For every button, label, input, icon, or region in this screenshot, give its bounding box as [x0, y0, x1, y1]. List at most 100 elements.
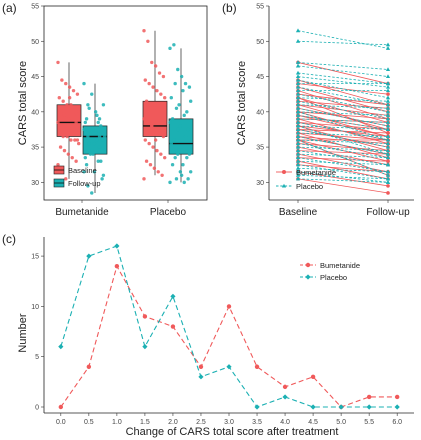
data-point — [170, 293, 176, 299]
baseline-marker — [295, 169, 301, 174]
data-point — [186, 127, 190, 132]
data-point — [69, 138, 73, 142]
followup-marker — [385, 155, 391, 160]
baseline-marker — [295, 165, 301, 170]
paired-line — [297, 111, 389, 116]
baseline-marker — [295, 102, 301, 107]
data-point — [179, 173, 184, 178]
box — [142, 100, 168, 137]
data-point — [366, 394, 372, 400]
data-point — [69, 103, 73, 107]
followup-marker — [385, 105, 391, 110]
followup-marker — [386, 191, 390, 195]
x-tick-label: 0.0 — [56, 419, 66, 426]
baseline-marker — [295, 134, 301, 139]
data-point — [67, 85, 72, 89]
data-point — [151, 145, 155, 149]
data-point — [77, 110, 81, 114]
data-point — [90, 148, 94, 153]
panel-b-y-axis-title: CARS total score — [236, 61, 248, 145]
data-point — [66, 117, 71, 121]
data-point — [161, 74, 166, 79]
data-point — [96, 120, 100, 125]
baseline-marker — [295, 148, 301, 153]
data-point — [144, 99, 149, 103]
data-point — [64, 124, 68, 128]
data-point — [170, 163, 175, 167]
paired-line — [297, 104, 389, 116]
paired-line — [297, 86, 389, 106]
data-point — [70, 155, 74, 160]
y-tick-label: 15 — [31, 254, 39, 261]
data-point — [198, 364, 204, 369]
data-point — [101, 173, 106, 178]
data-point — [178, 170, 183, 174]
y-tick-label: 50 — [256, 39, 264, 46]
data-point — [182, 180, 186, 185]
followup-marker — [385, 102, 391, 107]
y-tick-label: 35 — [31, 145, 39, 152]
data-point — [170, 117, 175, 121]
baseline-marker — [295, 173, 301, 177]
data-point — [282, 394, 288, 400]
data-point — [153, 138, 158, 142]
followup-marker — [385, 98, 391, 103]
followup-marker — [385, 109, 391, 114]
data-point — [84, 163, 89, 167]
x-category-label: Placebo — [150, 207, 187, 218]
data-point — [67, 127, 72, 132]
data-point — [91, 152, 95, 156]
y-tick-label: 10 — [31, 304, 39, 311]
data-point — [96, 159, 100, 163]
paired-line — [297, 160, 389, 166]
followup-marker — [385, 176, 391, 181]
paired-line — [297, 30, 389, 49]
y-tick-label: 50 — [31, 39, 39, 46]
paired-line — [297, 150, 389, 166]
data-point — [65, 103, 69, 107]
data-point — [74, 159, 78, 163]
data-point — [189, 170, 193, 174]
data-point — [97, 117, 102, 121]
data-point — [87, 106, 91, 110]
data-point — [282, 384, 288, 390]
data-point — [56, 120, 60, 125]
x-tick-label: 1.5 — [140, 419, 150, 426]
followup-marker — [385, 173, 391, 177]
data-point — [144, 159, 149, 163]
paired-line — [297, 139, 389, 176]
baseline-marker — [295, 91, 301, 96]
data-point — [394, 404, 400, 410]
data-point — [66, 152, 71, 156]
baseline-marker — [295, 70, 301, 75]
legend-label: Placebo — [320, 273, 347, 282]
data-point — [366, 404, 372, 410]
x-tick-label: 2.5 — [196, 419, 206, 426]
paired-line — [297, 114, 389, 130]
data-point — [64, 81, 68, 86]
paired-line — [297, 104, 389, 109]
data-point — [62, 148, 67, 153]
data-point — [60, 78, 64, 82]
paired-line — [297, 129, 389, 148]
followup-marker — [385, 84, 391, 89]
data-point — [181, 88, 185, 93]
data-point — [100, 177, 104, 181]
data-point — [181, 163, 185, 167]
data-point — [189, 99, 193, 103]
data-point — [147, 81, 151, 86]
data-point — [152, 166, 157, 170]
paired-line — [297, 132, 389, 137]
followup-marker — [386, 92, 390, 96]
panel-label-c: (c) — [2, 232, 16, 246]
baseline-marker — [295, 137, 301, 142]
paired-line — [297, 97, 389, 102]
data-point — [182, 113, 186, 118]
x-category-label: Baseline — [279, 207, 318, 218]
data-point — [56, 60, 60, 65]
baseline-marker — [295, 95, 301, 100]
followup-marker — [386, 131, 390, 135]
data-point — [169, 96, 173, 100]
series-line — [60, 245, 398, 408]
paired-line — [297, 178, 389, 183]
